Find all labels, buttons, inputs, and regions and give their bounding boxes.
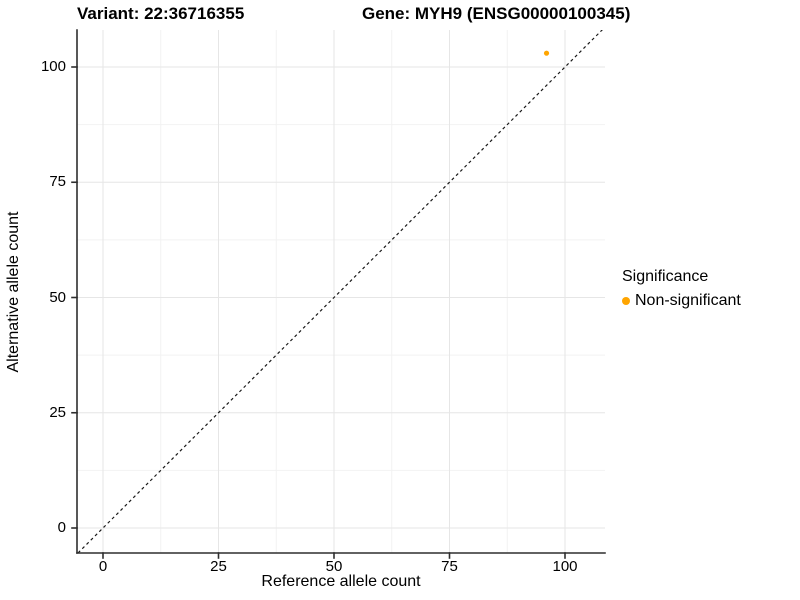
y-tick-label: 0 (57, 519, 66, 536)
legend-entry-non-significant: Non-significant (622, 291, 741, 311)
x-axis-title: Reference allele count (261, 573, 421, 590)
legend-title: Significance (622, 268, 709, 285)
plot-canvas (71, 29, 606, 559)
x-tick-label: 0 (98, 558, 108, 575)
y-tick-label: 50 (49, 288, 66, 306)
y-tick-label: 25 (49, 403, 66, 421)
plot-panel (71, 29, 606, 559)
plot-title-variant: Variant: 22:36716355 (77, 4, 245, 23)
legend: Significance Non-significant (622, 267, 741, 311)
x-tick-label: 100 (552, 558, 578, 575)
x-tick-label: 25 (210, 558, 227, 575)
legend-entry-label: Non-significant (635, 292, 741, 309)
y-tick-label: 100 (40, 58, 66, 75)
y-tick-label: 75 (49, 173, 66, 191)
x-tick-label: 50 (325, 558, 343, 575)
plot-title-gene: Gene: MYH9 (ENSG00000100345) (362, 4, 631, 23)
legend-point-swatch-icon (622, 297, 630, 305)
panel-content (77, 30, 605, 553)
data-point (543, 50, 550, 56)
y-axis-title: Alternative allele count (5, 211, 22, 373)
x-tick-label: 75 (441, 558, 458, 575)
identity-line (77, 30, 603, 553)
